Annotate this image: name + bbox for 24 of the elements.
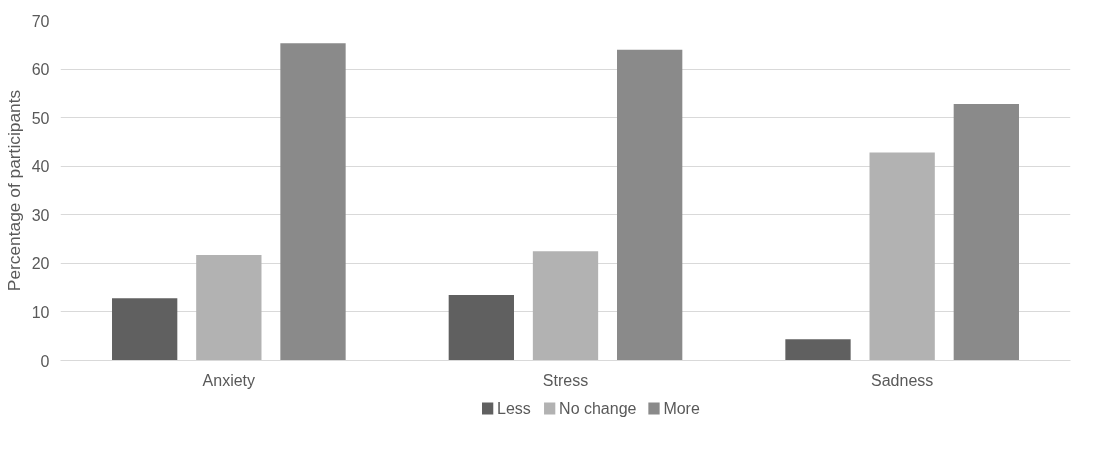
x-tick-label: Sadness — [871, 371, 934, 389]
bar — [280, 43, 346, 361]
y-tick-label: 30 — [31, 206, 50, 224]
bar — [448, 294, 514, 361]
bar — [617, 49, 683, 361]
bar — [112, 298, 178, 361]
y-tick-label: 10 — [31, 303, 50, 321]
legend-label: No change — [559, 400, 637, 417]
x-tick-label: Anxiety — [202, 371, 256, 389]
y-tick-label: 60 — [31, 61, 50, 79]
y-tick-label: 0 — [40, 352, 50, 370]
legend-label: More — [663, 400, 700, 417]
bar — [953, 104, 1019, 361]
y-tick-label: 20 — [31, 255, 50, 273]
y-axis-title: Percentage of participants — [3, 89, 24, 292]
bar — [869, 152, 935, 361]
y-tick-label: 70 — [31, 12, 50, 30]
bar — [785, 339, 851, 361]
y-tick-label: 50 — [31, 109, 50, 127]
legend-label: Less — [497, 400, 531, 417]
y-tick-label: 40 — [31, 158, 50, 176]
bar — [196, 255, 262, 361]
bar — [532, 251, 599, 361]
x-tick-label: Stress — [542, 371, 589, 389]
